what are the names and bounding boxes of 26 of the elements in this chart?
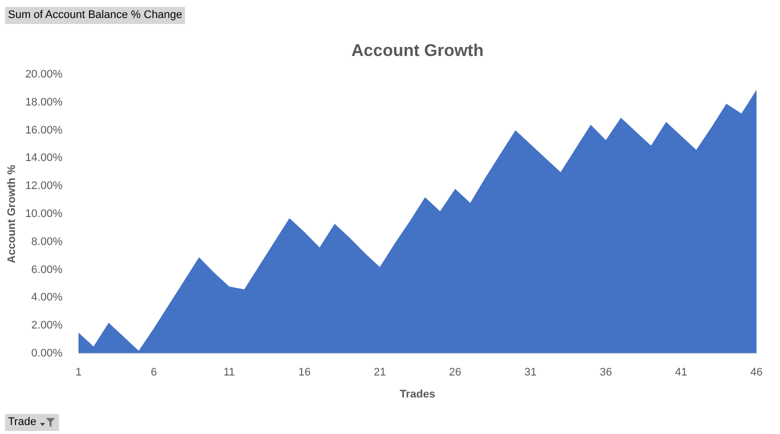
y-tick-label: 10.00% [25,208,63,220]
y-tick-label: 6.00% [31,264,63,276]
y-tick-label: 2.00% [31,320,63,332]
y-tick-label: 4.00% [31,292,63,304]
x-tick-label: 1 [75,366,82,378]
x-tick-label: 21 [374,366,386,378]
x-tick-label: 41 [675,366,688,378]
y-tick-label: 18.00% [25,96,63,108]
y-tick-label: 16.00% [25,124,63,136]
x-axis-title: Trades [400,388,436,400]
y-tick-label: 12.00% [25,180,63,192]
x-tick-label: 26 [449,366,462,378]
chart-title: Account Growth [351,41,484,60]
x-tick-label: 6 [150,366,157,378]
x-tick-label: 16 [298,366,311,378]
y-tick-label: 20.00% [25,68,63,80]
x-tick-label: 46 [750,366,763,378]
x-tick-label: 31 [524,366,537,378]
y-axis-title: Account Growth % [6,164,18,264]
y-tick-label: 0.00% [31,348,63,360]
text: Trade [5,414,60,431]
y-tick-label: 14.00% [25,152,63,164]
x-tick-label: 36 [600,366,612,378]
y-tick-label: 8.00% [31,236,63,248]
text: Sum of Account Balance % Change [5,7,186,24]
x-tick-label: 11 [223,366,235,378]
